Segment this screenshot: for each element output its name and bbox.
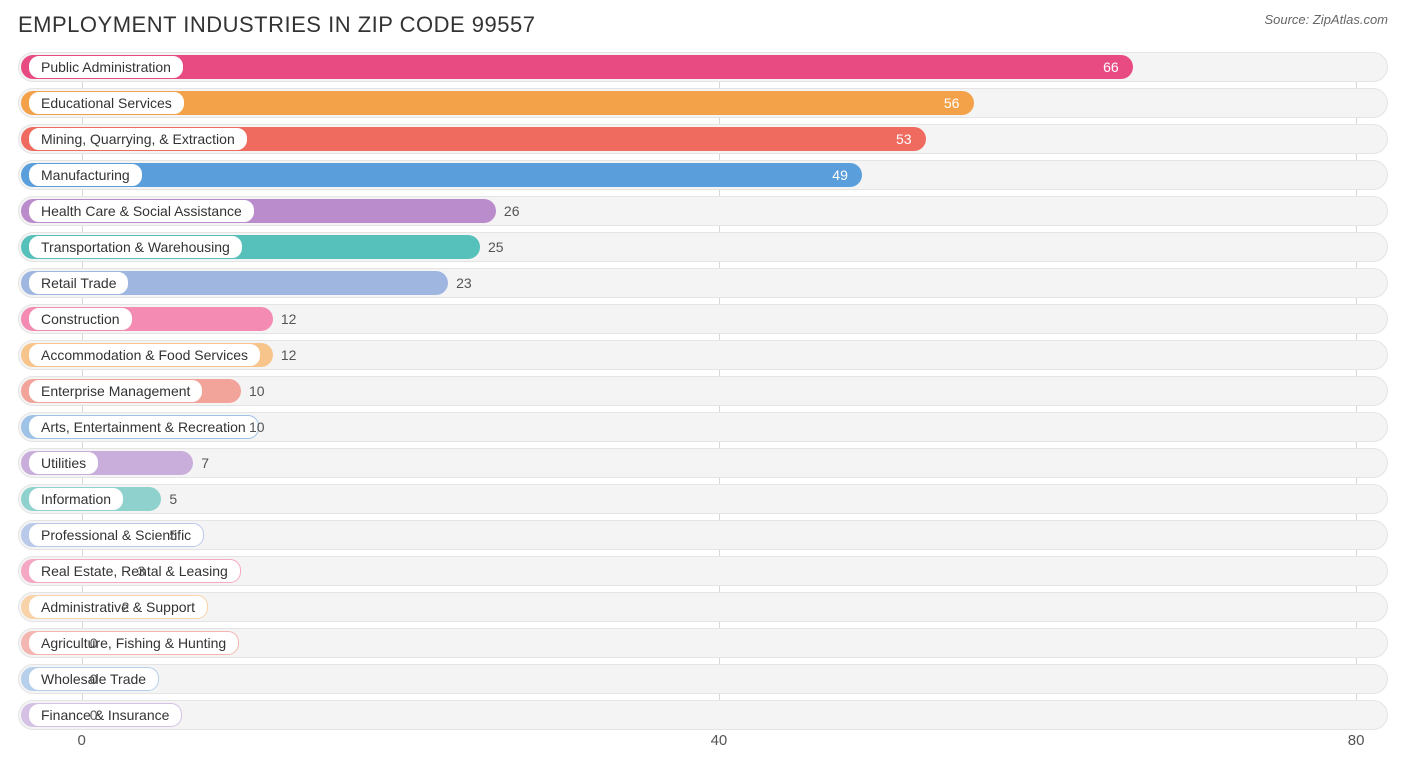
bar-track: [18, 448, 1388, 478]
bar-value-label: 12: [281, 347, 297, 363]
bar-row: Agriculture, Fishing & Hunting0: [18, 628, 1388, 658]
bar-track: [18, 664, 1388, 694]
employment-chart: EMPLOYMENT INDUSTRIES IN ZIP CODE 99557 …: [0, 0, 1406, 776]
bar-label-pill: Arts, Entertainment & Recreation: [28, 415, 259, 439]
bar-label-pill: Finance & Insurance: [28, 703, 182, 727]
bar-row: Professional & Scientific5: [18, 520, 1388, 550]
bar-value-label: 7: [201, 455, 209, 471]
x-tick-label: 0: [78, 732, 86, 749]
x-tick-label: 40: [711, 732, 728, 749]
bar-row: Manufacturing 49: [18, 160, 1388, 190]
bar-value-label: 53: [896, 131, 912, 147]
bar-value-label: 0: [90, 635, 98, 651]
bar-track: [18, 592, 1388, 622]
bar-fill: [21, 55, 1133, 79]
bar-value-label: 10: [249, 383, 265, 399]
chart-title: EMPLOYMENT INDUSTRIES IN ZIP CODE 99557: [18, 12, 536, 38]
bar-label-pill: Manufacturing: [28, 163, 143, 187]
bar-label-pill: Transportation & Warehousing: [28, 235, 243, 259]
bar-value-label: 25: [488, 239, 504, 255]
bar-row: Mining, Quarrying, & Extraction 53: [18, 124, 1388, 154]
bar-row: Wholesale Trade0: [18, 664, 1388, 694]
bar-track: [18, 520, 1388, 550]
bar-label-pill: Mining, Quarrying, & Extraction: [28, 127, 248, 151]
bar-value-label: 26: [504, 203, 520, 219]
bar-row: Enterprise Management 10: [18, 376, 1388, 406]
plot-area: Public Administration 66 Educational Servi…: [18, 52, 1388, 752]
bar-label-pill: Public Administration: [28, 55, 184, 79]
bar-label-pill: Administrative & Support: [28, 595, 208, 619]
bar-label-pill: Construction: [28, 307, 133, 331]
bars-container: Public Administration 66 Educational Servi…: [18, 52, 1388, 730]
bar-row: Information 5: [18, 484, 1388, 514]
bar-value-label: 49: [832, 167, 848, 183]
bar-fill: [21, 163, 862, 187]
bar-value-label: 66: [1103, 59, 1119, 75]
bar-row: Public Administration 66: [18, 52, 1388, 82]
bar-value-label: 5: [169, 491, 177, 507]
bar-label-pill: Health Care & Social Assistance: [28, 199, 255, 223]
bar-value-label: 10: [249, 419, 265, 435]
bar-row: Arts, Entertainment & Recreation10: [18, 412, 1388, 442]
x-axis: 0 40 80: [18, 730, 1388, 752]
bar-value-label: 23: [456, 275, 472, 291]
bar-track: [18, 484, 1388, 514]
chart-source: Source: ZipAtlas.com: [1264, 12, 1388, 27]
bar-label-pill: Real Estate, Rental & Leasing: [28, 559, 241, 583]
x-tick-label: 80: [1348, 732, 1365, 749]
bar-value-label: 12: [281, 311, 297, 327]
bar-value-label: 5: [169, 527, 177, 543]
bar-label-pill: Retail Trade: [28, 271, 129, 295]
bar-row: Health Care & Social Assistance 26: [18, 196, 1388, 226]
bar-label-pill: Information: [28, 487, 124, 511]
bar-row: Finance & Insurance0: [18, 700, 1388, 730]
bar-row: Administrative & Support2: [18, 592, 1388, 622]
header: EMPLOYMENT INDUSTRIES IN ZIP CODE 99557 …: [18, 12, 1388, 38]
bar-row: Accommodation & Food Services 12: [18, 340, 1388, 370]
bar-value-label: 0: [90, 707, 98, 723]
bar-value-label: 3: [138, 563, 146, 579]
bar-row: Transportation & Warehousing 25: [18, 232, 1388, 262]
bar-label-pill: Enterprise Management: [28, 379, 203, 403]
bar-value-label: 56: [944, 95, 960, 111]
bar-row: Construction 12: [18, 304, 1388, 334]
bar-label-pill: Utilities: [28, 451, 99, 475]
bar-label-pill: Educational Services: [28, 91, 185, 115]
bar-row: Real Estate, Rental & Leasing3: [18, 556, 1388, 586]
bar-label-pill: Agriculture, Fishing & Hunting: [28, 631, 239, 655]
bar-label-pill: Accommodation & Food Services: [28, 343, 261, 367]
bar-value-label: 0: [90, 671, 98, 687]
bar-track: [18, 700, 1388, 730]
bar-row: Utilities 7: [18, 448, 1388, 478]
bar-row: Educational Services 56: [18, 88, 1388, 118]
bar-value-label: 2: [122, 599, 130, 615]
bar-label-pill: Professional & Scientific: [28, 523, 204, 547]
bar-row: Retail Trade 23: [18, 268, 1388, 298]
